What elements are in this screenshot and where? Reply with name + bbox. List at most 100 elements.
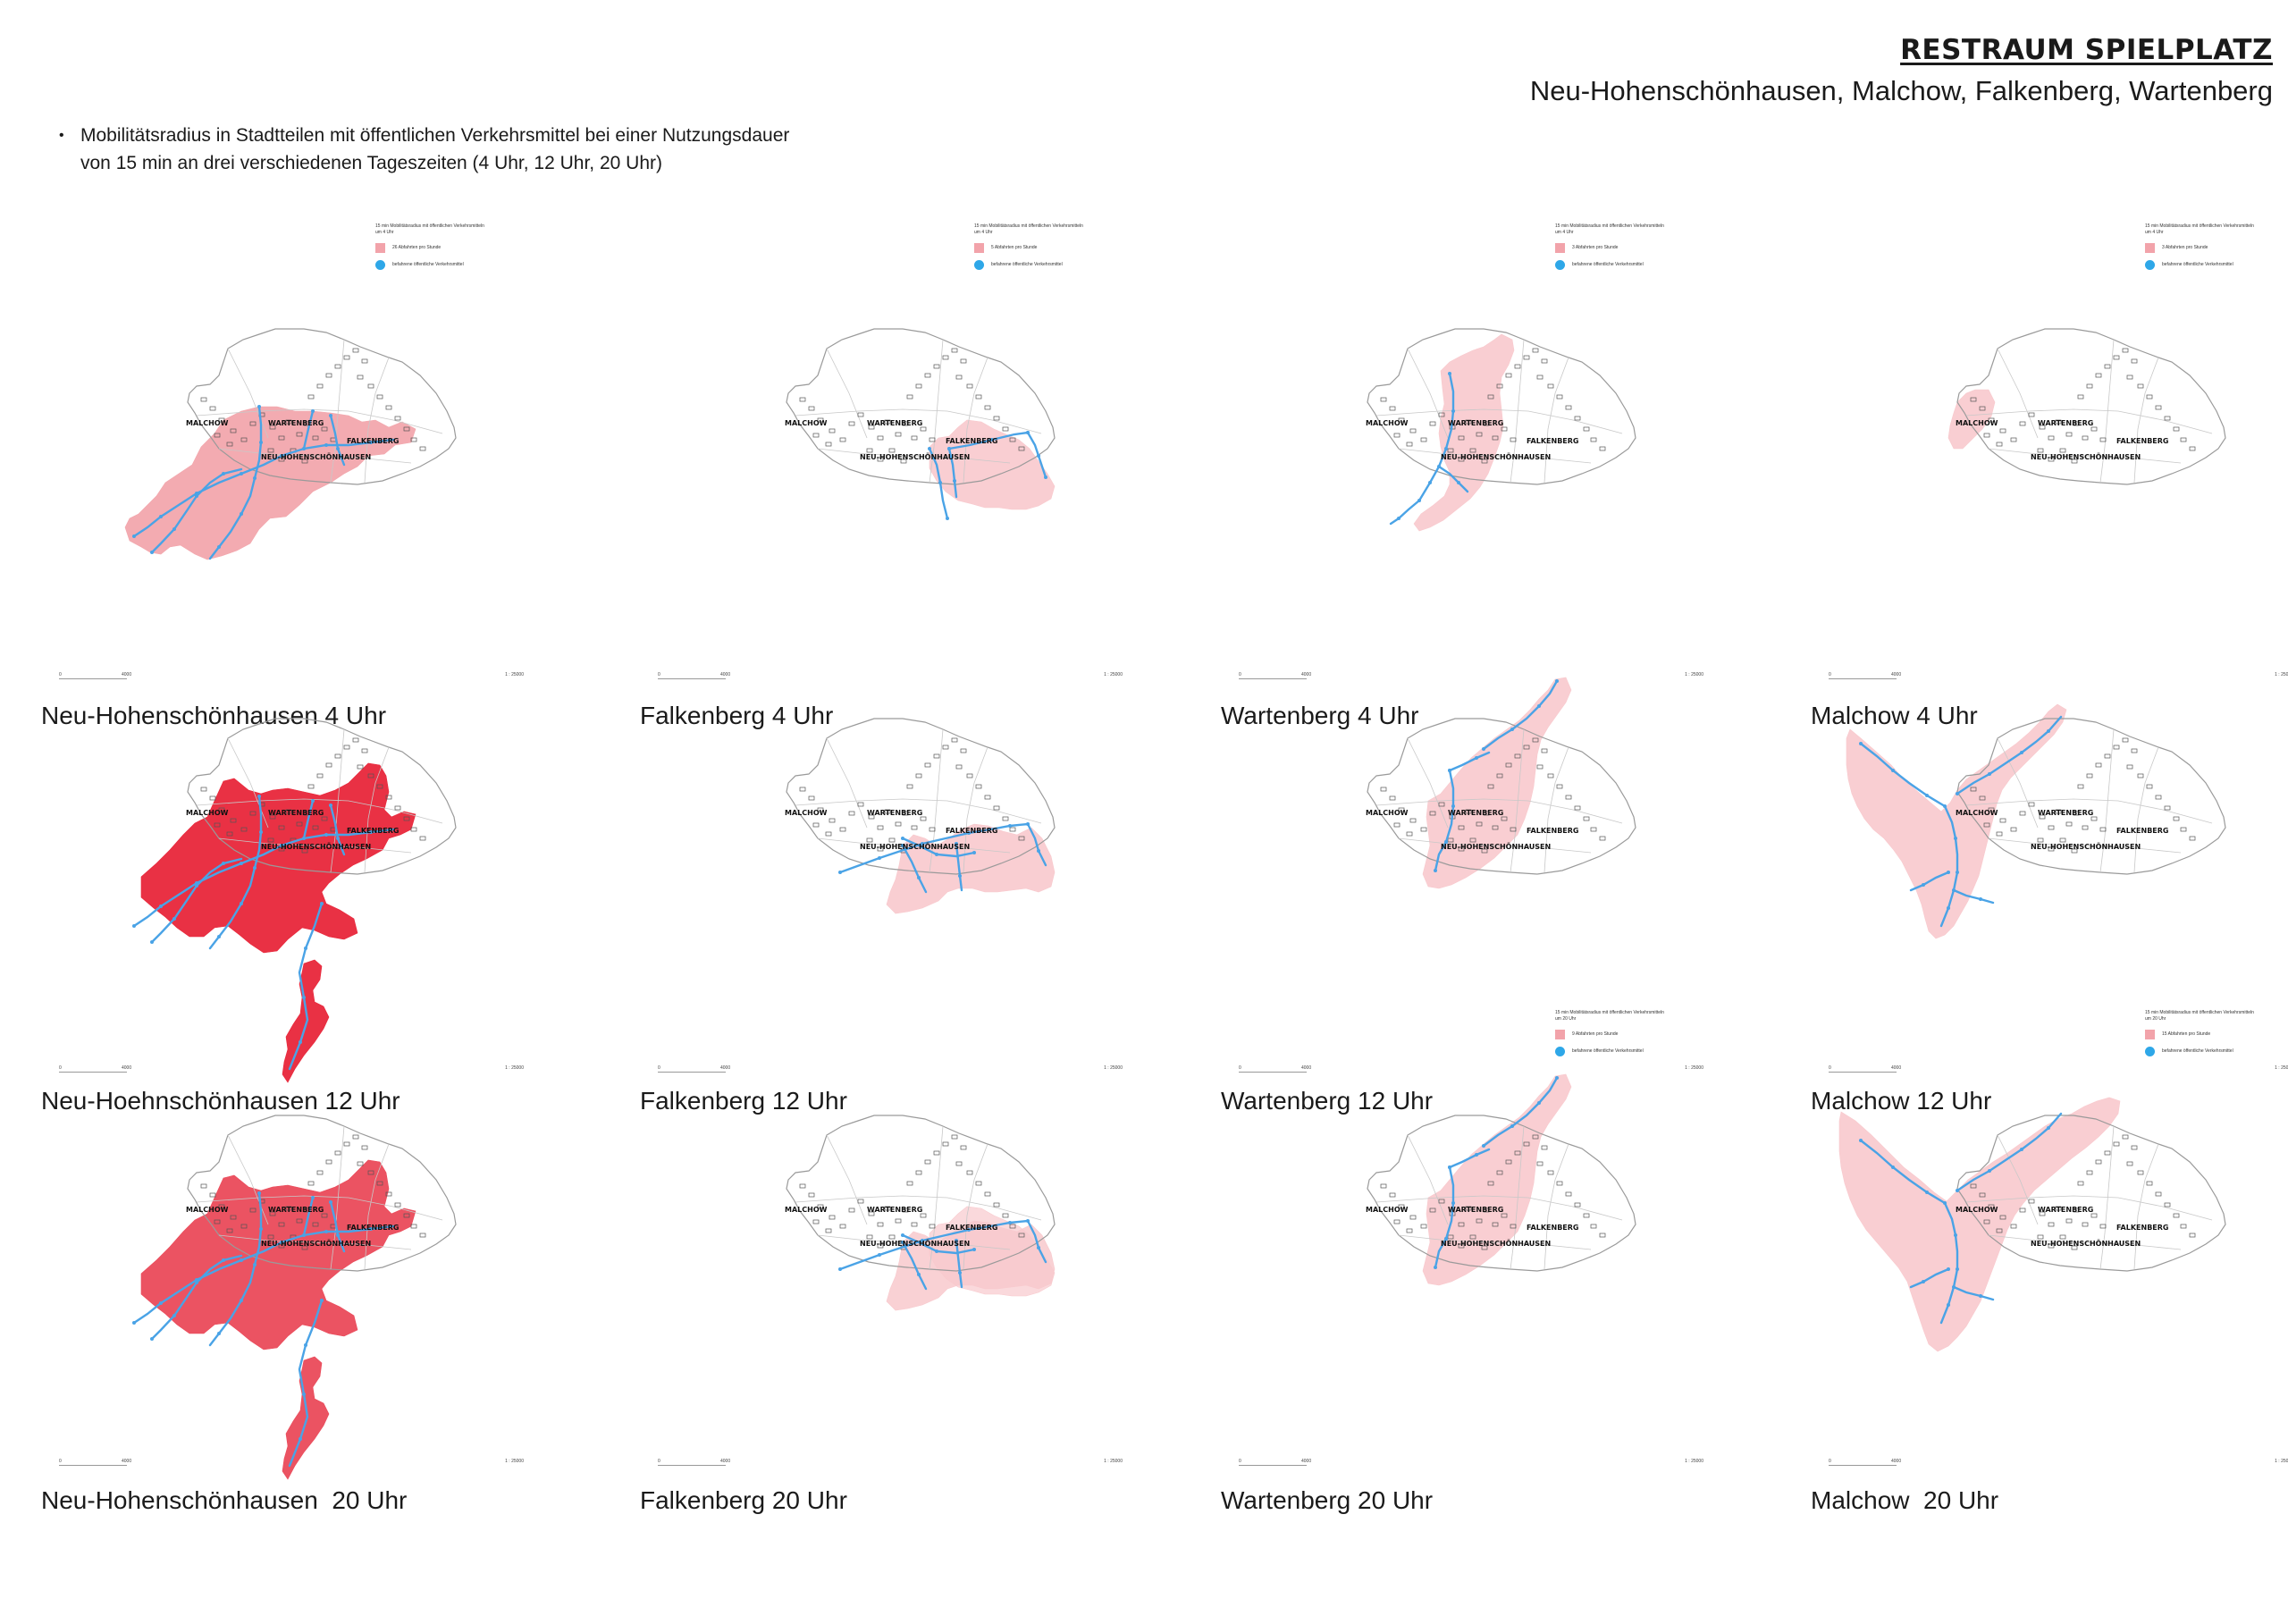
panel-caption: Malchow 20 Uhr — [1811, 1486, 1999, 1514]
map-label-malchow: MALCHOW — [1956, 1206, 1998, 1214]
scale-start: 0 — [1239, 1459, 1241, 1464]
district-map: MALCHOW WARTENBERG FALKENBERG NEU-HOHENSCHÖ… — [1366, 328, 1636, 532]
legend-swatch-icon — [974, 243, 984, 253]
scale-start: 0 — [1829, 1459, 1831, 1464]
map-panel-mal-4: MALCHOW WARTENBERG FALKENBERG NEU-HOHENSCHÖ… — [1805, 215, 2288, 729]
scale-end: 4000 — [1891, 1459, 1902, 1464]
transit-stop — [1954, 837, 1957, 840]
scale-line — [1829, 1465, 1897, 1466]
map-label-malchow: MALCHOW — [785, 419, 828, 427]
transit-line — [901, 844, 928, 894]
transit-line — [132, 1224, 395, 1325]
transit-stop — [1947, 1303, 1950, 1307]
transit-stop — [1448, 769, 1451, 772]
transit-stop — [1026, 431, 1030, 434]
transit-stop — [955, 842, 958, 846]
scale-start: 0 — [59, 1065, 62, 1071]
transit-stop — [299, 1437, 302, 1441]
transit-line — [1417, 372, 1455, 502]
map-label-falkenberg: FALKENBERG — [347, 437, 399, 445]
map-panel-falk-12: MALCHOW WARTENBERG FALKENBERG NEU-HOHENSCHÖ… — [635, 604, 1189, 1115]
map-panel-neu-4: MALCHOW WARTENBERG FALKENBERG NEU-HOHENSCHÖ… — [36, 215, 590, 729]
transit-stop — [838, 871, 842, 874]
transit-stop — [921, 842, 924, 846]
panel-caption: Wartenberg 20 Uhr — [1221, 1486, 1434, 1514]
map-legend: 15 min Mobilitätsradius mit öffentlichen… — [2145, 1010, 2261, 1056]
scale-ratio: 1 : 25000 — [2275, 672, 2288, 677]
map-label-wartenberg: WARTENBERG — [268, 809, 324, 817]
transit-line — [1952, 1285, 1995, 1301]
transit-line — [208, 795, 263, 950]
map-label-malchow: MALCHOW — [1956, 419, 1998, 427]
transit-stop — [1475, 756, 1478, 760]
intro-line-1: Mobilitätsradius in Stadtteilen mit öffe… — [80, 125, 790, 146]
legend-frequency: 9 Abfahrten pro Stunde — [1572, 1031, 1619, 1037]
map-label-neu: NEU-HOHENSCHÖNHAUSEN — [261, 842, 371, 851]
map-label-wartenberg: WARTENBERG — [268, 419, 324, 427]
scale-bar: 0 4000 1 : 25000 — [658, 1459, 1158, 1466]
map-legend: 15 min Mobilitätsradius mit öffentlichen… — [375, 223, 492, 270]
legend-frequency: 15 Abfahrten pro Stunde — [2162, 1031, 2211, 1037]
bullet-icon: • — [59, 128, 64, 143]
map-label-malchow: MALCHOW — [1366, 1206, 1409, 1214]
scale-start: 0 — [658, 672, 660, 677]
scale-ratio: 1 : 25000 — [1104, 1065, 1123, 1071]
district-map: MALCHOW WARTENBERG FALKENBERG NEU-HOHENSCHÖ… — [785, 1115, 1056, 1311]
transit-stop — [955, 1239, 958, 1242]
transit-line — [150, 467, 243, 554]
transit-stop — [921, 1239, 924, 1242]
legend-swatch-icon — [2145, 243, 2155, 253]
map-label-wartenberg: WARTENBERG — [2038, 419, 2093, 427]
transit-stop — [172, 1314, 176, 1317]
page-subtitle: Neu-Hohenschönhausen, Malchow, Falkenber… — [1529, 75, 2273, 106]
transit-stop — [302, 837, 306, 840]
district-map: MALCHOW WARTENBERG FALKENBERG NEU-HOHENSCHÖ… — [1846, 703, 2226, 939]
panel-caption: Wartenberg 4 Uhr — [1221, 702, 1419, 729]
district-base — [1367, 718, 1636, 875]
transit-line — [329, 804, 346, 856]
transit-stop — [1434, 869, 1437, 872]
legend-swatch-icon — [1555, 1030, 1565, 1039]
transit-stop — [172, 527, 176, 531]
transit-stop — [172, 917, 176, 921]
transit-line — [150, 857, 243, 944]
legend-title: 15 min Mobilitätsradius mit öffentlichen… — [2145, 1010, 2254, 1022]
transit-line — [1952, 888, 1995, 905]
transit-line — [302, 799, 315, 840]
transit-stop — [299, 1040, 302, 1044]
district-base — [1367, 1115, 1636, 1272]
scale-ratio: 1 : 25000 — [2275, 1065, 2288, 1071]
scale-ratio: 1 : 25000 — [1104, 672, 1123, 677]
map-label-malchow: MALCHOW — [1956, 809, 1998, 817]
map-label-wartenberg: WARTENBERG — [268, 1206, 324, 1214]
transit-line — [1939, 1201, 1959, 1325]
transit-stop — [195, 492, 198, 495]
legend-swatch-icon — [375, 243, 385, 253]
transit-stop — [240, 512, 243, 516]
transit-stop — [132, 534, 136, 538]
transit-stop — [946, 517, 949, 520]
transit-stop — [1859, 742, 1863, 745]
panel-caption: Malchow 4 Uhr — [1811, 702, 1978, 729]
scale-start: 0 — [1239, 672, 1241, 677]
transit-stop — [257, 405, 261, 408]
panel-caption: Neu-Hohenschönhausen 4 Uhr — [41, 702, 387, 729]
transit-stop — [280, 844, 283, 847]
transit-stop — [150, 551, 154, 554]
transit-stop — [1510, 1124, 1514, 1128]
transit-stop — [336, 447, 340, 450]
transit-stop — [1537, 704, 1541, 708]
panel-caption: Neu-Hohenschönhausen 20 Uhr — [41, 1486, 408, 1514]
scale-end: 4000 — [720, 672, 731, 677]
transit-stop — [1417, 499, 1421, 502]
transit-stop — [1008, 1221, 1012, 1224]
scale-bar: 0 4000 1 : 25000 — [59, 1065, 559, 1073]
map-label-malchow: MALCHOW — [1366, 419, 1409, 427]
legend-swatch-icon — [1555, 243, 1565, 253]
transit-stop — [253, 1263, 257, 1266]
scale-ratio: 1 : 25000 — [1685, 1065, 1703, 1071]
page-header: RESTRAUM SPIELPLATZ Neu-Hohenschönhausen… — [1530, 34, 2273, 107]
legend-title: 15 min Mobilitätsradius mit öffentlichen… — [1555, 1010, 1664, 1022]
transit-stop — [958, 1271, 962, 1275]
scale-start: 0 — [1829, 672, 1831, 677]
